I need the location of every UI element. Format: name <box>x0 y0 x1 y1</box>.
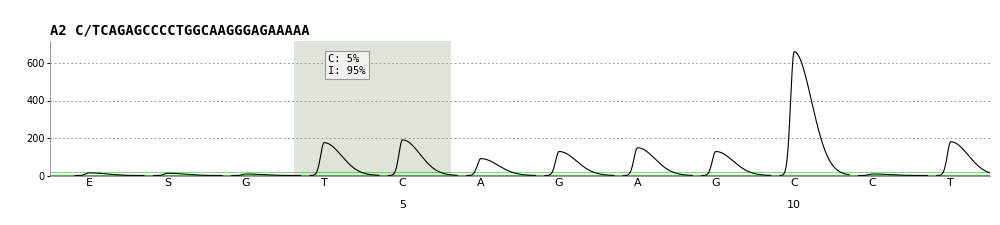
Text: A2 C/TCAGAGCCCCTGGCAAGGGAGAAAAA: A2 C/TCAGAGCCCCTGGCAAGGGAGAAAAA <box>50 24 310 38</box>
Text: 5: 5 <box>399 200 406 211</box>
Bar <box>294 40 451 176</box>
Text: 10: 10 <box>787 200 801 211</box>
Bar <box>294 40 451 176</box>
Text: C: 5%
I: 95%: C: 5% I: 95% <box>328 54 366 76</box>
